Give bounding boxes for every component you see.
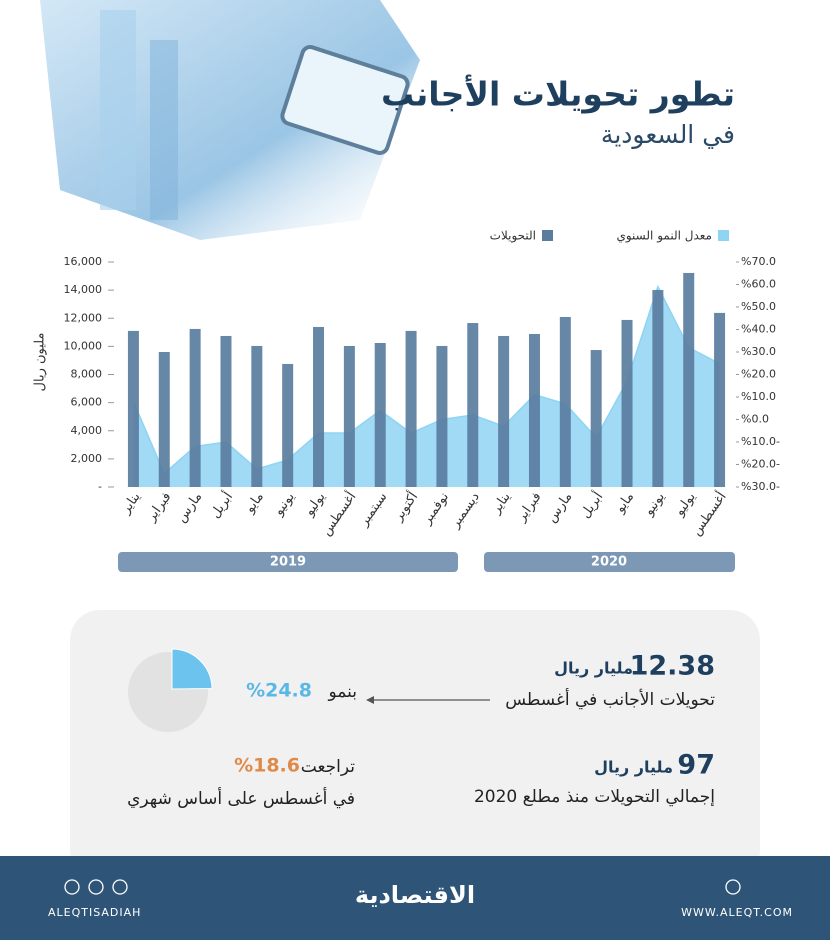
social-icons: [64, 879, 741, 895]
y-tick-label: 6,000: [71, 396, 103, 409]
decline-value: %18.6: [234, 755, 300, 777]
x-tick-label: فبراير: [514, 490, 545, 525]
pie-slice: [171, 648, 213, 690]
bar: [714, 312, 726, 487]
hero-building: [150, 40, 178, 220]
legend-swatch: [718, 230, 729, 241]
year-band: [118, 552, 458, 572]
x-tick-label: ديسمبر: [447, 490, 483, 532]
x-tick-label: يناير: [118, 489, 144, 517]
stat-label: تحويلات الأجانب في أغسطس: [505, 688, 715, 710]
x-tick-label: أكتوبر: [389, 489, 421, 525]
bar: [158, 352, 170, 487]
bar: [652, 289, 664, 487]
footer-handle: ALEQTISADIAH: [48, 906, 141, 919]
y-tick-label: 14,000: [64, 283, 103, 296]
bar: [436, 345, 448, 487]
x-tick-label: فبراير: [143, 490, 174, 525]
y2-tick-label: %30.0: [741, 345, 776, 358]
hero-building: [100, 10, 136, 210]
bar: [405, 330, 417, 487]
x-tick-label: يناير: [488, 489, 514, 517]
y2-tick-label: %20.0: [741, 368, 776, 381]
bar: [374, 343, 386, 487]
bar: [251, 345, 263, 487]
x-tick-label: مايو: [242, 490, 267, 517]
bar: [282, 363, 294, 487]
x-tick-label: يونيو: [641, 489, 668, 519]
hero-image: [40, 0, 420, 240]
footer-logo: الاقتصادية: [355, 881, 475, 909]
stat-unit: مليار ريال: [594, 758, 673, 777]
icon-twitter[interactable]: [112, 879, 128, 895]
stats-panel: [70, 610, 760, 880]
y-tick-label: 8,000: [71, 368, 103, 381]
y2-tick-label: %10.0: [741, 390, 776, 403]
x-tick-label: أبريل: [576, 489, 606, 522]
y2-tick-label: %20.0-: [741, 458, 780, 471]
year-label: 2019: [270, 555, 306, 570]
area-fill: [133, 286, 720, 487]
title: تطور تحويلات الأجانب: [381, 74, 735, 115]
bar: [220, 335, 232, 487]
x-tick-label: يوليو: [302, 489, 329, 519]
bar: [528, 334, 540, 487]
bar: [498, 335, 510, 487]
legend-label: معدل النمو السنوي: [616, 229, 712, 244]
footer-website[interactable]: WWW.ALEQT.COM: [681, 906, 793, 919]
legend-swatch: [542, 230, 553, 241]
x-tick-label: مارس: [544, 490, 575, 526]
y2-tick-label: %10.0-: [741, 435, 780, 448]
arrow-head: [366, 696, 374, 704]
y-tick-label: 4,000: [71, 424, 103, 437]
hero-tablet: [280, 45, 410, 155]
x-tick-label: مارس: [174, 490, 205, 526]
y2-tick-label: %40.0: [741, 323, 776, 336]
y2-tick-label: %30.0-: [741, 480, 780, 493]
y-tick-label: 16,000: [64, 255, 103, 268]
year-band: [484, 552, 735, 572]
y-tick-label: -: [98, 480, 102, 493]
y2-tick-label: %70.0: [741, 255, 776, 268]
bar: [621, 319, 633, 487]
stat-value: 97: [677, 750, 715, 781]
decline-prefix: تراجعت: [301, 757, 356, 777]
footer: [0, 856, 830, 940]
icon-instagram[interactable]: [64, 879, 80, 895]
stat-value: 12.38: [630, 651, 715, 682]
y-axis-label: مليون ريال: [33, 333, 48, 392]
subtitle: في السعودية: [601, 120, 735, 149]
x-tick-label: أبريل: [206, 489, 236, 522]
stat-label: إجمالي التحويلات منذ مطلع 2020: [474, 787, 715, 807]
bar: [590, 350, 602, 487]
y2-tick-label: %60.0: [741, 278, 776, 291]
bar: [559, 316, 571, 487]
x-tick-label: سبتمبر: [356, 490, 390, 530]
y-tick-label: 2,000: [71, 452, 103, 465]
year-label: 2020: [591, 555, 627, 570]
icon-web[interactable]: [725, 879, 741, 895]
y-tick-label: 10,000: [64, 339, 103, 352]
x-tick-label: يوليو: [672, 489, 699, 519]
y-tick-label: 12,000: [64, 311, 103, 324]
bar: [127, 330, 139, 487]
stat-unit: مليار ريال: [554, 659, 633, 678]
growth-prefix: بنمو: [328, 682, 357, 702]
pie: [171, 648, 213, 690]
y2-tick-label: %50.0: [741, 300, 776, 313]
bar: [683, 272, 695, 487]
y2-tick-label: %0.0: [741, 413, 769, 426]
x-tick-label: يونيو: [271, 489, 298, 519]
bar: [313, 326, 325, 487]
bar: [467, 323, 479, 487]
x-tick-label: مايو: [612, 490, 637, 517]
growth-value: %24.8: [246, 680, 312, 702]
icon-facebook[interactable]: [88, 879, 104, 895]
bar: [189, 328, 201, 487]
decline-label: في أغسطس على أساس شهري: [127, 787, 355, 809]
bar: [343, 345, 355, 487]
legend-label: التحويلات: [490, 229, 536, 244]
